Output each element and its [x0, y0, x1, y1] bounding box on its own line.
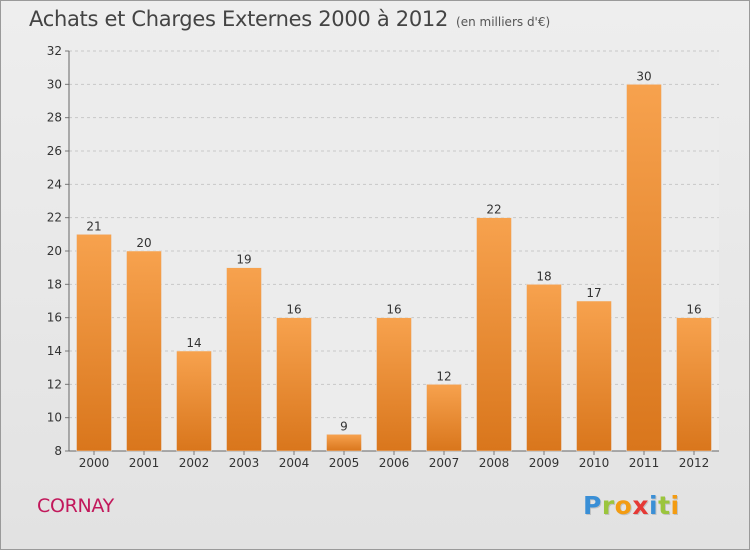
x-tick-label: 2012: [679, 456, 710, 470]
x-tick-label: 2007: [429, 456, 460, 470]
y-tick-label: 20: [47, 244, 62, 258]
x-tick-label: 2009: [529, 456, 560, 470]
bar: [626, 84, 662, 452]
bar-value-label: 18: [536, 269, 551, 283]
bar: [176, 350, 212, 452]
bar: [226, 267, 262, 452]
chart-title: Achats et Charges Externes 2000 à 2012 (e…: [29, 7, 550, 31]
bar-value-label: 16: [686, 303, 701, 317]
bar: [76, 234, 112, 452]
x-tick-label: 2004: [279, 456, 310, 470]
bar-value-label: 21: [86, 219, 101, 233]
y-tick-label: 8: [54, 444, 62, 458]
bar-value-label: 16: [386, 303, 401, 317]
y-tick-label: 32: [47, 44, 62, 58]
brand-logo-letter: t: [658, 491, 671, 520]
brand-logo-letter: i: [649, 491, 659, 520]
brand-logo-letter: P: [583, 491, 602, 520]
bar-value-label: 14: [186, 336, 201, 350]
y-tick-label: 26: [47, 144, 62, 158]
chart-subtitle: (en milliers d'€): [456, 15, 551, 29]
brand-logo-letter: r: [601, 491, 615, 520]
x-tick-label: 2005: [329, 456, 360, 470]
y-tick-label: 28: [47, 111, 62, 125]
bar: [476, 217, 512, 452]
x-tick-label: 2010: [579, 456, 610, 470]
bar-value-label: 16: [286, 303, 301, 317]
y-tick-label: 24: [47, 177, 62, 191]
bar-value-label: 22: [486, 203, 501, 217]
y-tick-label: 10: [47, 411, 62, 425]
x-tick-label: 2002: [179, 456, 210, 470]
bar-value-label: 9: [340, 419, 348, 433]
bar-value-label: 20: [136, 236, 151, 250]
bar: [126, 250, 162, 452]
y-tick-label: 30: [47, 77, 62, 91]
y-tick-label: 16: [47, 311, 62, 325]
x-tick-label: 2011: [629, 456, 660, 470]
brand-logo-letter: i: [670, 491, 680, 520]
x-tick-label: 2000: [79, 456, 110, 470]
brand-logo[interactable]: Proxiti: [583, 491, 680, 520]
x-tick-label: 2001: [129, 456, 160, 470]
bar-value-label: 19: [236, 253, 251, 267]
chart-title-text: Achats et Charges Externes 2000 à 2012: [29, 7, 449, 31]
bar-value-label: 17: [586, 286, 601, 300]
y-tick-label: 12: [47, 377, 62, 391]
bar: [576, 300, 612, 452]
bar: [426, 384, 462, 452]
bar: [376, 317, 412, 452]
bar: [276, 317, 312, 452]
x-tick-label: 2003: [229, 456, 260, 470]
y-tick-label: 14: [47, 344, 62, 358]
bar: [326, 434, 362, 452]
brand-logo-letter: o: [614, 491, 633, 520]
x-tick-label: 2008: [479, 456, 510, 470]
bar-value-label: 30: [636, 69, 651, 83]
bar-value-label: 12: [436, 369, 451, 383]
bar: [526, 284, 562, 452]
x-tick-label: 2006: [379, 456, 410, 470]
y-tick-label: 22: [47, 211, 62, 225]
bar: [676, 317, 712, 452]
y-tick-label: 18: [47, 277, 62, 291]
brand-logo-letter: x: [632, 491, 649, 520]
place-name: CORNAY: [37, 495, 114, 517]
